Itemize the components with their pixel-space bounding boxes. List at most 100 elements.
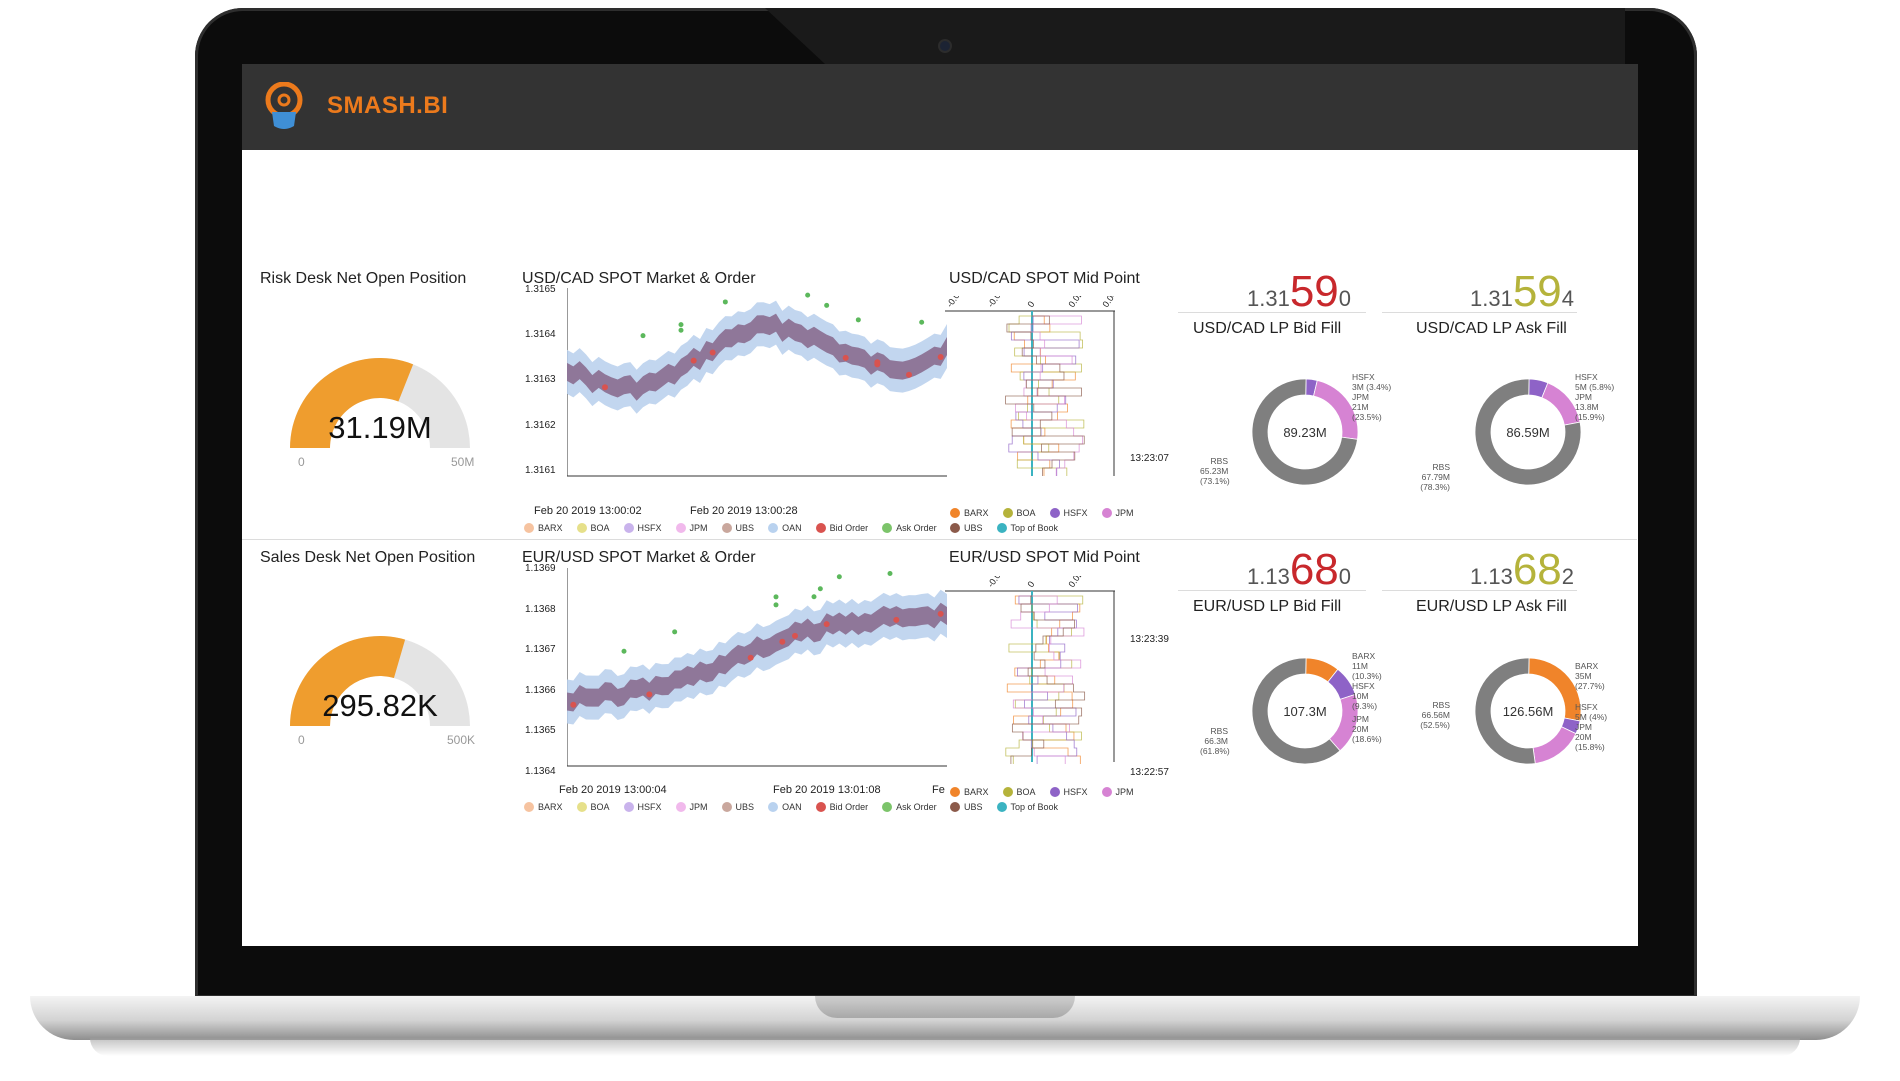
ask-order-point bbox=[887, 570, 893, 576]
legend-label: OAN bbox=[782, 802, 802, 812]
legend-item[interactable]: BARX bbox=[524, 523, 563, 533]
eurusd-mid-title: EUR/USD SPOT Mid Point bbox=[949, 549, 1140, 566]
legend-swatch-icon bbox=[623, 802, 634, 812]
eurusd-bid-total: 107.3M bbox=[1283, 704, 1327, 719]
legend-item[interactable]: BOA bbox=[576, 523, 610, 533]
legend-item[interactable]: BARX bbox=[524, 802, 563, 812]
legend-label: HSFX bbox=[1063, 787, 1088, 797]
usdcad-ask-total: 86.59M bbox=[1506, 425, 1550, 440]
legend-swatch-icon bbox=[1049, 508, 1060, 518]
laptop-hinge bbox=[815, 996, 1075, 1018]
legend-label: BOA bbox=[590, 802, 610, 812]
legend-item[interactable]: Top of Book bbox=[996, 802, 1058, 812]
risk-gauge-max: 50M bbox=[451, 455, 475, 469]
legend-item[interactable]: JPM bbox=[675, 523, 708, 533]
legend-item[interactable]: Bid Order bbox=[815, 802, 868, 812]
mid-x-tick: -0.02 bbox=[985, 296, 1005, 309]
legend-item[interactable]: BOA bbox=[1002, 787, 1036, 797]
legend-item[interactable]: UBS bbox=[950, 523, 983, 533]
legend-item[interactable]: HSFX bbox=[1049, 508, 1088, 518]
bid-order-point bbox=[570, 701, 577, 708]
mid-time-label: 13:23:39 bbox=[1130, 634, 1169, 645]
legend-item[interactable]: BOA bbox=[576, 802, 610, 812]
legend-label: UBS bbox=[964, 802, 983, 812]
donut-slice-rbs bbox=[1251, 657, 1341, 765]
legend-swatch-icon bbox=[950, 787, 960, 797]
rate-divider-usdcad-ask bbox=[1382, 312, 1577, 313]
eurusd-bid-big: 68 bbox=[1289, 545, 1339, 594]
legend-label: JPM bbox=[689, 802, 708, 812]
legend-item[interactable]: UBS bbox=[950, 802, 983, 812]
usdcad-mid-title: USD/CAD SPOT Mid Point bbox=[949, 270, 1140, 287]
legend-item[interactable]: JPM bbox=[1101, 787, 1134, 797]
legend-item[interactable]: HSFX bbox=[623, 802, 662, 812]
legend-label: HSFX bbox=[637, 802, 662, 812]
legend-item[interactable]: BARX bbox=[950, 508, 989, 518]
donut-slice-rbs bbox=[1474, 657, 1536, 765]
mid-x-tick: 0.02 bbox=[1066, 576, 1084, 589]
legend-item[interactable]: Ask Order bbox=[882, 523, 937, 533]
legend-swatch-icon bbox=[1101, 787, 1112, 797]
ask-order-point bbox=[672, 629, 678, 635]
legend-swatch-icon bbox=[768, 523, 779, 533]
y-tick: 1.3162 bbox=[525, 420, 556, 431]
x-tick: Feb 20 2019 13:00:02 bbox=[534, 505, 642, 517]
mid-step-series bbox=[1010, 595, 1085, 764]
ask-order-point bbox=[817, 586, 823, 592]
ask-order-point bbox=[919, 319, 925, 325]
eurusd-ask-total: 126.56M bbox=[1502, 704, 1554, 719]
legend-item[interactable]: HSFX bbox=[623, 523, 662, 533]
legend-item[interactable]: OAN bbox=[768, 802, 802, 812]
legend-swatch-icon bbox=[815, 523, 826, 533]
row-divider bbox=[242, 539, 1637, 540]
legend-label: Ask Order bbox=[896, 523, 937, 533]
legend-item[interactable]: Top of Book bbox=[996, 523, 1058, 533]
legend-item[interactable]: BARX bbox=[950, 787, 989, 797]
legend-item[interactable]: HSFX bbox=[1049, 787, 1088, 797]
legend-item[interactable]: UBS bbox=[721, 523, 755, 533]
risk-gauge-value: 31.19M bbox=[328, 410, 432, 445]
y-tick: 1.3165 bbox=[525, 284, 556, 295]
usdcad-market-title: USD/CAD SPOT Market & Order bbox=[522, 270, 756, 287]
usdcad-ask-quote: 1.31594 bbox=[1470, 267, 1575, 316]
legend-item[interactable]: UBS bbox=[721, 802, 754, 812]
bid-order-point bbox=[906, 371, 912, 378]
usdcad-bid-total: 89.23M bbox=[1283, 425, 1327, 440]
legend-label: BARX bbox=[538, 802, 563, 812]
y-tick: 1.3163 bbox=[525, 374, 556, 385]
app-header: SMASH.BI bbox=[242, 64, 1638, 150]
donut-slice-rbs bbox=[1251, 378, 1358, 486]
slice-label: JPM 20M (18.6%) bbox=[1352, 714, 1382, 744]
ask-order-point bbox=[836, 574, 842, 580]
legend-label: Bid Order bbox=[829, 523, 869, 533]
usdcad-bid-donut bbox=[1251, 378, 1359, 486]
sales-gauge-value: 295.82K bbox=[322, 688, 438, 723]
y-tick: 1.1367 bbox=[525, 644, 556, 655]
mid-x-tick: 0 bbox=[1025, 579, 1036, 589]
legend-label: HSFX bbox=[637, 523, 662, 533]
legend-item[interactable]: OAN bbox=[768, 523, 802, 533]
mid-time-label: 13:23:07 bbox=[1130, 453, 1169, 464]
legend-item[interactable]: JPM bbox=[1101, 508, 1134, 518]
legend-item[interactable]: Bid Order bbox=[815, 523, 869, 533]
slice-label: BARX 35M (27.7%) bbox=[1575, 661, 1605, 691]
ask-order-point bbox=[773, 602, 779, 608]
bid-order-point bbox=[842, 354, 849, 361]
rate-divider-eurusd-ask bbox=[1382, 590, 1577, 591]
legend-item[interactable]: BOA bbox=[1002, 508, 1036, 518]
legend-swatch-icon bbox=[996, 802, 1007, 812]
legend-swatch-icon bbox=[675, 523, 686, 533]
bid-order-point bbox=[747, 654, 754, 661]
legend-swatch-icon bbox=[882, 802, 893, 812]
mid-step-series bbox=[1005, 595, 1084, 764]
legend-swatch-icon bbox=[721, 523, 732, 533]
bid-order-point bbox=[690, 357, 697, 364]
legend-item[interactable]: JPM bbox=[675, 802, 708, 812]
y-tick: 1.1365 bbox=[525, 725, 556, 736]
usdcad-mid-plot: -0.04 -0.02 0 0.02 0.04 bbox=[945, 296, 1119, 476]
y-tick: 1.1364 bbox=[525, 766, 556, 777]
ask-order-point bbox=[811, 594, 817, 600]
slice-label: HSFX 3M (3.4%) JPM 21M (23.5%) bbox=[1352, 372, 1392, 422]
legend-item[interactable]: Ask Order bbox=[882, 802, 937, 812]
legend-label: UBS bbox=[735, 523, 755, 533]
